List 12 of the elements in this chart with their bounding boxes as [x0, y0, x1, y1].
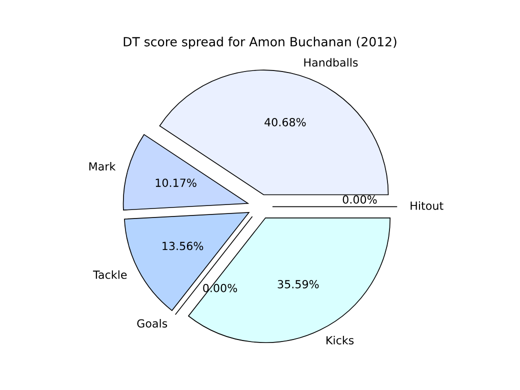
data-label: 35.59% [278, 280, 319, 288]
data-label: 10.17% [156, 178, 196, 187]
slice-label: Kicks [326, 336, 354, 344]
category-label: Goals [137, 319, 168, 328]
data-label: 13.56% [162, 242, 204, 250]
data-label: 40.68% [264, 118, 306, 126]
category-label: Hitout [410, 201, 444, 210]
slice-label: Handballs [304, 58, 358, 67]
slice-label: Mark [89, 162, 116, 171]
text: 0.00% [342, 195, 377, 204]
chart-title: DT score spread for Amon Buchanan (2012) [124, 36, 396, 49]
slice-label: Tackle [92, 270, 127, 279]
